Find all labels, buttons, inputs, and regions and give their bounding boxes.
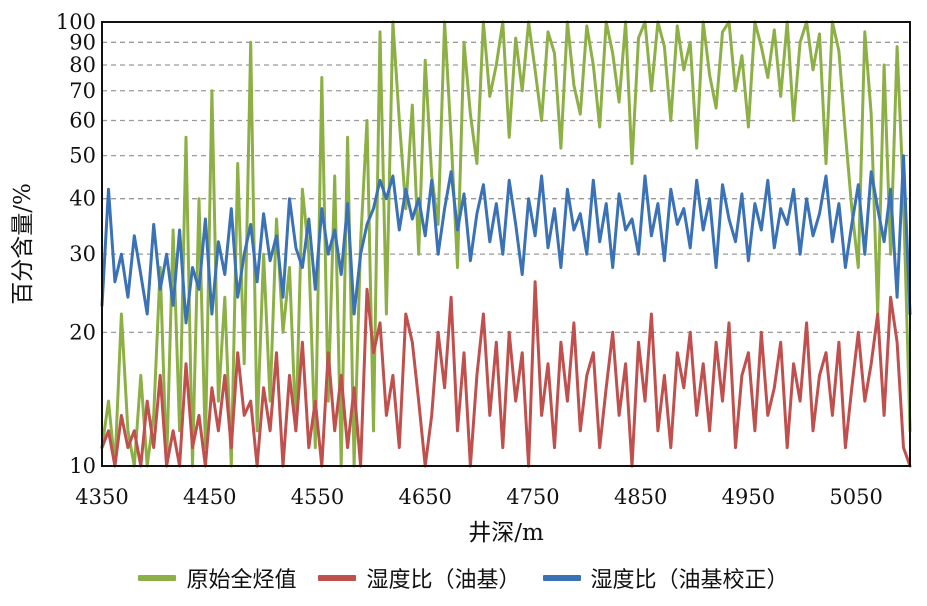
x-tick-label: 4950 [722,485,775,509]
x-tick-labels: 4350 4450 4550 4650 4750 4850 4950 5050 [75,485,883,509]
series-line-wetness-oil-based [100,280,912,468]
series-line-wetness-oil-based-corrected [100,154,912,325]
y-tick-label: 90 [69,30,96,54]
series-layer [100,20,912,468]
y-axis-title: 百分含量/% [10,183,36,305]
legend: 原始全烃值 湿度比（油基） 湿度比（油基校正） [0,558,927,598]
x-tick-label: 5050 [829,485,882,509]
legend-item-wetness-oil-based: 湿度比（油基） [318,562,521,594]
x-tick-label: 4450 [183,485,236,509]
plot-frame [101,21,911,467]
y-tick-label: 100 [56,10,96,34]
y-tick-label: 10 [69,454,96,478]
legend-swatch-wetness-oil-based [318,575,357,581]
legend-swatch-raw-total-hydrocarbon [138,575,177,581]
y-tick-label: 20 [69,320,96,344]
y-tick-label: 80 [69,53,96,77]
y-tick-label: 40 [69,187,96,211]
legend-label-raw-total-hydrocarbon: 原始全烃值 [186,568,297,593]
legend-item-wetness-oil-based-corrected: 湿度比（油基校正） [542,562,789,594]
y-tick-label: 70 [69,79,96,103]
x-tick-label: 4550 [291,485,344,509]
x-tick-label: 4850 [614,485,667,509]
x-axis-title: 井深/m [468,520,544,546]
legend-label-wetness-oil-based: 湿度比（油基） [366,568,521,593]
x-tick-label: 4650 [398,485,451,509]
x-tick-label: 4750 [506,485,559,509]
legend-label-wetness-oil-based-corrected: 湿度比（油基校正） [590,568,789,593]
y-tick-label: 60 [69,109,96,133]
legend-swatch-wetness-oil-based-corrected [542,575,581,581]
y-tick-label: 30 [69,242,96,266]
x-tick-label: 4350 [75,485,128,509]
y-tick-label: 50 [69,144,96,168]
series-line-raw-total-hydrocarbon [100,20,912,468]
legend-item-raw-total-hydrocarbon: 原始全烃值 [138,562,296,594]
